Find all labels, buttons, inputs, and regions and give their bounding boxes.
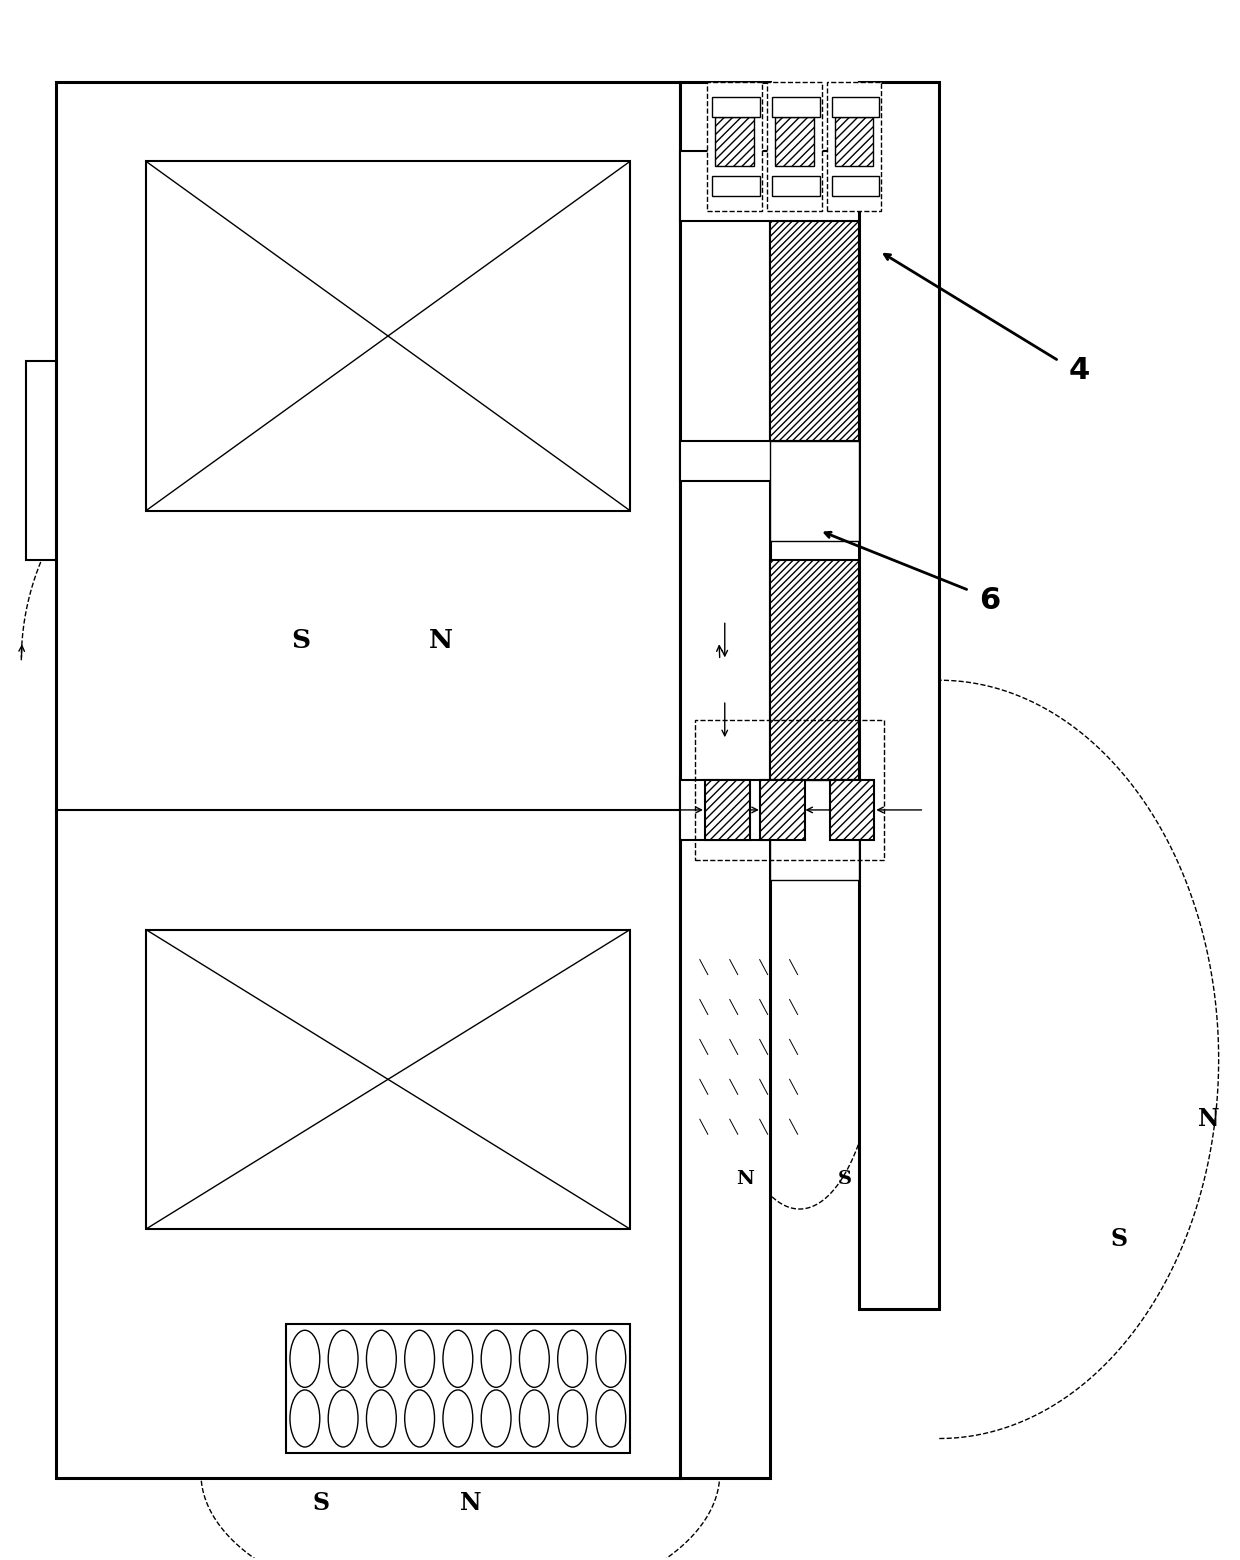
Bar <box>770 441 859 540</box>
Ellipse shape <box>443 1331 472 1387</box>
Bar <box>680 81 770 1479</box>
Text: N: N <box>428 627 453 652</box>
Text: N: N <box>1198 1108 1219 1131</box>
Bar <box>775 117 813 165</box>
Bar <box>766 81 822 211</box>
Bar <box>832 176 879 195</box>
Bar <box>714 117 754 165</box>
Bar <box>830 780 874 839</box>
Ellipse shape <box>596 1390 626 1448</box>
Bar <box>770 780 859 880</box>
Ellipse shape <box>329 1331 358 1387</box>
Text: N: N <box>735 1170 754 1189</box>
Text: 4: 4 <box>1069 356 1090 385</box>
Ellipse shape <box>329 1390 358 1448</box>
Bar <box>146 930 630 1229</box>
Bar <box>707 81 761 211</box>
Ellipse shape <box>404 1390 434 1448</box>
Ellipse shape <box>596 1331 626 1387</box>
Bar <box>770 560 859 780</box>
Ellipse shape <box>481 1331 511 1387</box>
Ellipse shape <box>558 1390 588 1448</box>
Text: 6: 6 <box>980 587 1001 615</box>
Bar <box>56 81 680 1479</box>
Bar <box>712 97 760 117</box>
Bar <box>26 360 56 560</box>
Text: N: N <box>460 1491 481 1515</box>
Text: S: S <box>1110 1228 1127 1251</box>
Text: S: S <box>312 1491 329 1515</box>
Ellipse shape <box>520 1390 549 1448</box>
Ellipse shape <box>290 1331 320 1387</box>
Ellipse shape <box>290 1390 320 1448</box>
Bar <box>771 97 820 117</box>
Ellipse shape <box>367 1331 397 1387</box>
Ellipse shape <box>558 1331 588 1387</box>
Bar <box>712 176 760 195</box>
Bar <box>770 222 859 441</box>
Bar <box>680 441 859 480</box>
Bar <box>285 1324 630 1454</box>
Bar <box>859 81 939 1309</box>
Ellipse shape <box>520 1331 549 1387</box>
Bar <box>680 151 859 222</box>
Bar <box>146 161 630 510</box>
Bar <box>771 176 820 195</box>
Bar <box>760 780 805 839</box>
Ellipse shape <box>443 1390 472 1448</box>
Bar <box>704 780 750 839</box>
Bar <box>827 81 882 211</box>
Ellipse shape <box>481 1390 511 1448</box>
Bar <box>680 780 859 839</box>
Bar <box>835 117 873 165</box>
Ellipse shape <box>367 1390 397 1448</box>
Ellipse shape <box>404 1331 434 1387</box>
Text: S: S <box>291 627 310 652</box>
Bar <box>832 97 879 117</box>
Text: S: S <box>837 1170 852 1189</box>
Bar <box>694 721 884 860</box>
